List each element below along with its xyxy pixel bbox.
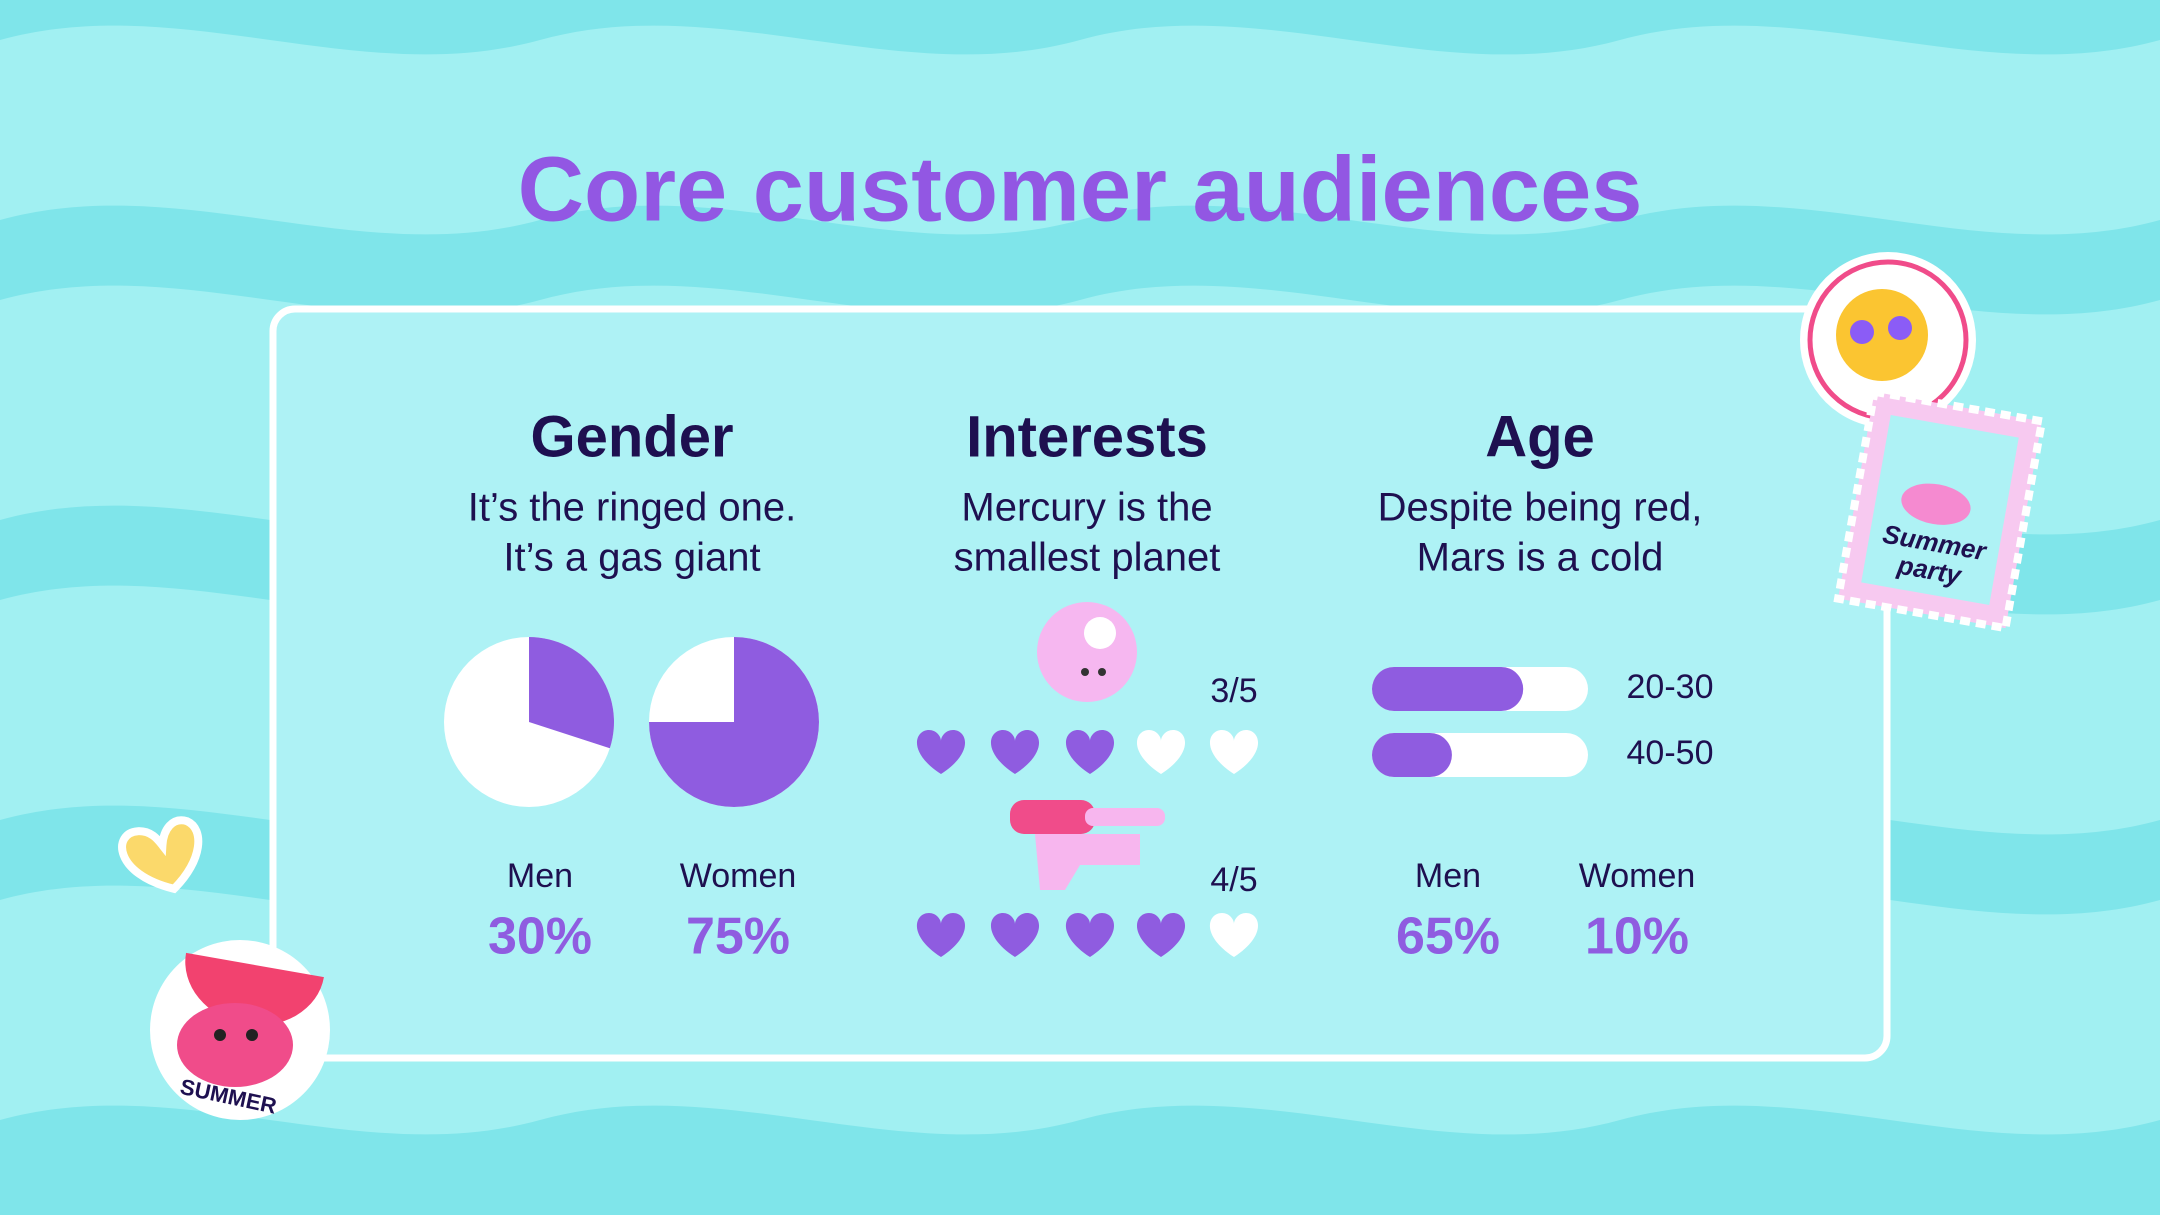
item-label: Men bbox=[1415, 857, 1481, 895]
heart bbox=[990, 913, 1040, 957]
item-value: 65% bbox=[1396, 908, 1500, 966]
bar-label: 40-50 bbox=[1627, 734, 1714, 772]
column-description: smallest planet bbox=[954, 536, 1221, 580]
sun-sticker bbox=[1800, 252, 1976, 428]
column-heading: Interests bbox=[966, 404, 1208, 469]
item-value: 30% bbox=[488, 908, 592, 966]
item-label: Women bbox=[1579, 857, 1696, 895]
column-description: It’s a gas giant bbox=[503, 536, 760, 580]
heart bbox=[1136, 730, 1186, 774]
bar-label: 20-30 bbox=[1627, 668, 1714, 706]
heart bbox=[1065, 913, 1115, 957]
rating-label: 3/5 bbox=[1210, 672, 1257, 710]
heart bbox=[916, 730, 966, 774]
item-label: Men bbox=[507, 857, 573, 895]
bar bbox=[1372, 667, 1524, 711]
item-value: 75% bbox=[686, 908, 790, 966]
column-description: It’s the ringed one. bbox=[468, 486, 796, 530]
column-description: Mars is a cold bbox=[1417, 536, 1664, 580]
heart bbox=[990, 730, 1040, 774]
heart bbox=[1209, 730, 1259, 774]
column-description: Despite being red, bbox=[1378, 486, 1703, 530]
water-gun-icon bbox=[1010, 800, 1165, 890]
heart bbox=[1065, 730, 1115, 774]
stamp-sticker: Summer party bbox=[1833, 387, 2047, 633]
item-label: Women bbox=[680, 857, 797, 895]
bar bbox=[1372, 733, 1452, 777]
pie-slice bbox=[529, 637, 614, 749]
heart bbox=[1209, 913, 1259, 957]
column-description: Mercury is the bbox=[961, 486, 1212, 530]
heart-sticker bbox=[118, 816, 203, 894]
crab-sticker: SUMMER bbox=[150, 940, 330, 1120]
item-value: 10% bbox=[1585, 908, 1689, 966]
avatar-icon bbox=[1037, 602, 1137, 702]
rating-label: 4/5 bbox=[1210, 861, 1257, 899]
column-heading: Age bbox=[1485, 404, 1595, 469]
title: Core customer audiences bbox=[518, 138, 1643, 240]
heart bbox=[916, 913, 966, 957]
pie-slice bbox=[649, 637, 819, 807]
column-heading: Gender bbox=[530, 404, 733, 469]
heart bbox=[1136, 913, 1186, 957]
